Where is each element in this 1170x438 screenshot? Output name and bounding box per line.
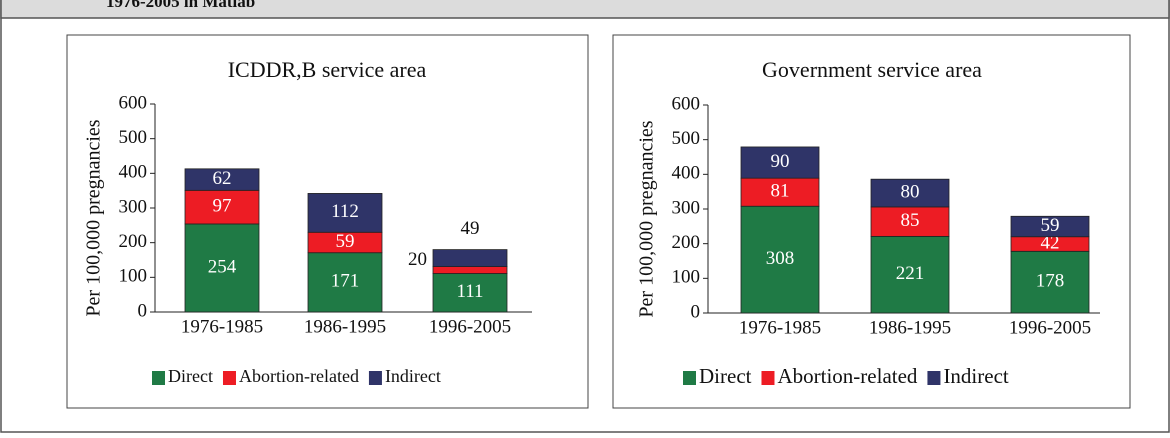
y-tick-label: 100 — [672, 267, 701, 288]
value-label: 178 — [1036, 271, 1065, 292]
value-label: 59 — [336, 231, 355, 252]
bar-segment — [184, 168, 260, 191]
y-axis-label: Per 100,000 pregnancies — [83, 119, 105, 316]
y-axis-label: Per 100,000 pregnancies — [636, 120, 658, 317]
y-tick-label: 400 — [119, 162, 148, 183]
y-tick-label: 200 — [672, 232, 701, 253]
legend-swatch — [368, 371, 382, 385]
y-tick-label: 0 — [138, 300, 148, 321]
legend-label: Abortion-related — [239, 366, 359, 386]
y-tick-label: 100 — [119, 266, 148, 287]
bar-segment — [740, 205, 820, 314]
bar-segment — [432, 266, 508, 274]
bar-segment — [870, 178, 950, 208]
legend-label: Indirect — [943, 364, 1008, 388]
x-tick-label: 1976-1985 — [181, 316, 263, 337]
bar-segment — [184, 189, 260, 225]
value-label: 59 — [1041, 215, 1060, 236]
bar-segment — [870, 206, 950, 237]
bar-segment — [307, 252, 383, 313]
value-label: 20 — [408, 249, 427, 270]
value-label: 308 — [766, 248, 795, 269]
legend-swatch — [761, 371, 775, 385]
x-tick-label: 1976-1985 — [739, 317, 821, 338]
value-label: 112 — [331, 201, 359, 222]
value-label: 80 — [901, 181, 920, 202]
bar-segment — [307, 193, 383, 233]
legend-label: Direct — [168, 366, 213, 386]
y-tick-label: 300 — [119, 196, 148, 217]
y-tick-label: 200 — [119, 231, 148, 252]
x-tick-label: 1986-1995 — [304, 316, 386, 337]
bar-segment — [870, 235, 950, 314]
legend-swatch — [927, 371, 941, 385]
y-tick-label: 300 — [672, 197, 701, 218]
value-label: 81 — [771, 181, 790, 202]
y-tick-label: 400 — [672, 163, 701, 184]
value-label: 62 — [213, 168, 232, 189]
legend-swatch — [683, 371, 696, 385]
chart-title: ICDDR,B service area — [228, 57, 427, 82]
y-tick-label: 600 — [119, 92, 148, 113]
legend-swatch — [152, 371, 165, 385]
bar-segment — [1010, 250, 1090, 314]
value-label: 90 — [771, 151, 790, 172]
bar-segment — [1010, 215, 1090, 238]
legend-label: Abortion-related — [777, 364, 917, 388]
value-label: 49 — [461, 218, 480, 239]
y-tick-label: 500 — [119, 127, 148, 148]
value-label: 171 — [331, 271, 360, 292]
bar-segment — [432, 249, 508, 267]
header-title: 1976-2005 in Matlab — [106, 0, 255, 11]
value-label: 111 — [456, 281, 483, 302]
bar-segment — [740, 177, 820, 207]
bar-segment — [740, 146, 820, 179]
x-tick-label: 1996-2005 — [1009, 317, 1091, 338]
legend-label: Indirect — [385, 366, 441, 386]
legend-label: Direct — [699, 364, 752, 388]
y-tick-label: 500 — [672, 128, 701, 149]
legend-swatch — [222, 371, 236, 385]
value-label: 97 — [213, 195, 232, 216]
chart-title: Government service area — [762, 57, 982, 82]
x-tick-label: 1986-1995 — [869, 317, 951, 338]
x-tick-label: 1996-2005 — [429, 316, 511, 337]
value-label: 254 — [208, 256, 237, 277]
value-label: 85 — [901, 210, 920, 231]
y-tick-label: 600 — [672, 93, 701, 114]
header-bar — [0, 0, 1170, 19]
y-tick-label: 0 — [691, 301, 701, 322]
bar-segment — [184, 223, 260, 313]
value-label: 42 — [1041, 232, 1060, 253]
bar-segment — [432, 273, 508, 313]
value-label: 221 — [896, 263, 925, 284]
